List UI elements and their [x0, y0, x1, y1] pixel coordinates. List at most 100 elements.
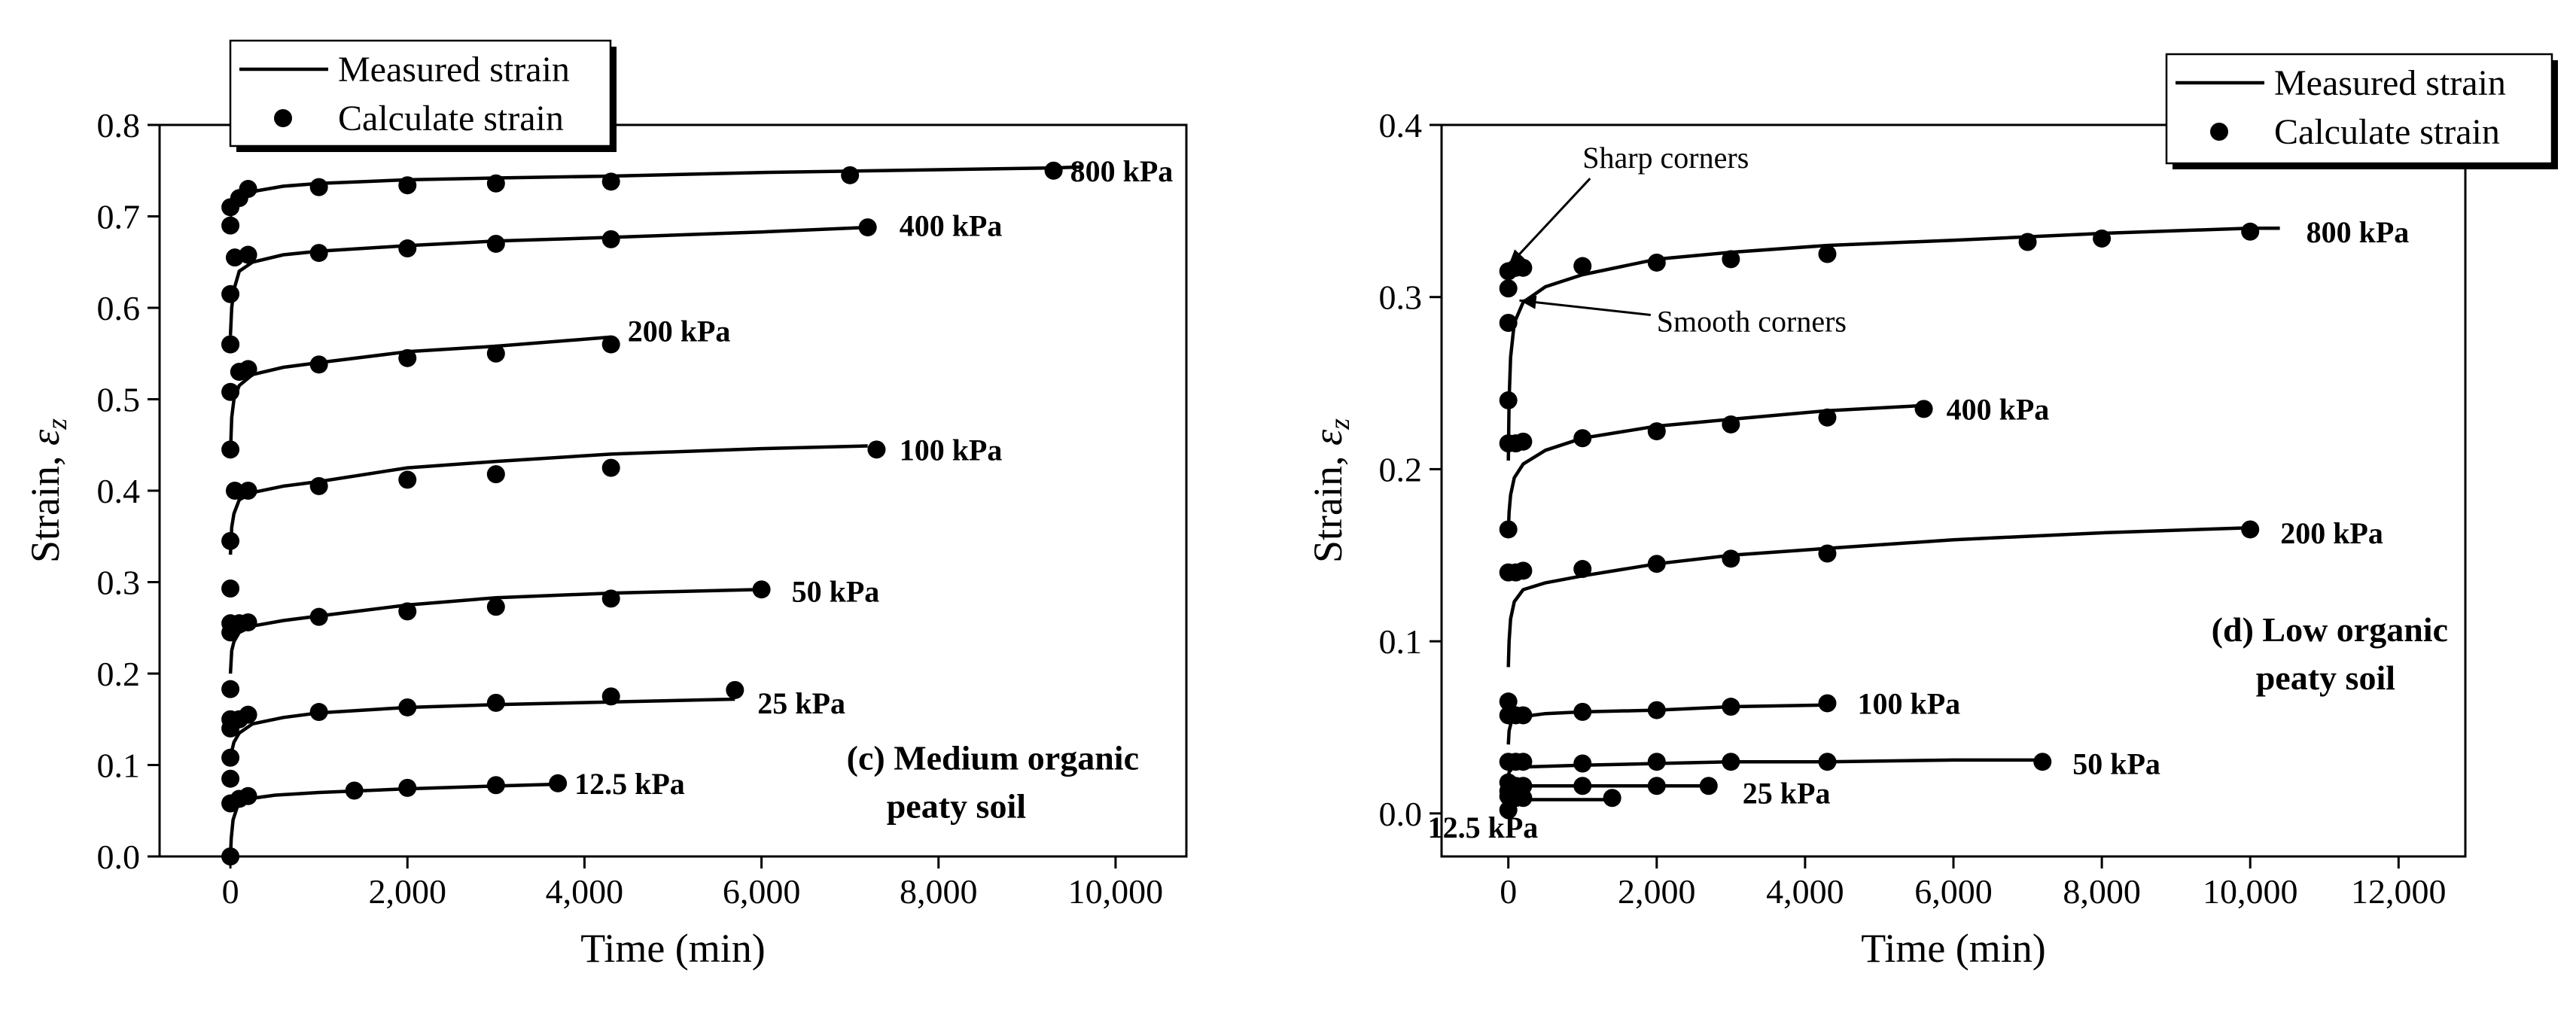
annotation: Sharp corners: [1507, 141, 1749, 267]
x-tick-label: 12,000: [2351, 872, 2447, 911]
series-label: 100 kPa: [900, 433, 1003, 467]
chart-panel-left: 0 2,000 4,000 6,000 8,000 10,000 0.0 0.1 0.2 0.3 0…: [23, 39, 1188, 971]
calculated-strain-point: [1647, 422, 1666, 441]
calculated-strain-point: [239, 613, 257, 631]
calculated-strain-point: [1647, 701, 1666, 719]
y-axis-title-subscript: z: [1324, 418, 1356, 430]
calculated-strain-point: [1044, 161, 1063, 180]
calculated-strain-point: [239, 786, 257, 805]
x-tick-label: 4,000: [1766, 872, 1844, 911]
calculated-strain-point: [2241, 222, 2260, 241]
calculated-strain-point: [1722, 549, 1740, 568]
calculated-strain-point: [867, 440, 886, 459]
y-axis-title-main: Strain,: [23, 446, 68, 563]
calculated-strain-point: [221, 216, 240, 235]
calculated-strain-point: [1499, 391, 1518, 409]
calculated-strain-point: [601, 335, 620, 354]
measured-strain-line: [228, 782, 559, 857]
calculated-strain-point: [2033, 753, 2052, 771]
calculated-strain-point: [1647, 777, 1666, 795]
calculated-strain-point: [1514, 432, 1533, 451]
calculated-strain-point: [239, 482, 257, 500]
calculated-strain-point: [221, 531, 240, 550]
y-axis-title: Strain, εz: [1305, 418, 1356, 563]
calculated-strain-point: [1647, 555, 1666, 573]
panel-title-line-2: peaty soil: [887, 787, 1026, 826]
y-tick-label: 0.0: [1379, 795, 1423, 833]
calculated-strain-point: [1514, 258, 1533, 277]
y-tick-label: 0.4: [97, 472, 141, 510]
series-label: 800 kPa: [2307, 215, 2410, 249]
measured-strain-line: [228, 587, 762, 674]
series-label: 200 kPa: [2280, 516, 2383, 550]
annotation-arrow-line: [1519, 299, 1651, 316]
calculated-strain-point: [601, 589, 620, 608]
calculated-strain-point: [309, 178, 328, 196]
x-tick-label: 0: [222, 872, 239, 911]
y-tick-label: 0.1: [1379, 622, 1423, 661]
calculated-strain-point: [601, 458, 620, 477]
series-label: 200 kPa: [628, 314, 731, 348]
calculated-strain-point: [1573, 429, 1592, 448]
calculated-strain-point: [221, 748, 240, 767]
x-tick-label: 2,000: [368, 872, 446, 911]
panel-title-line-2: peaty soil: [2256, 659, 2395, 697]
calculated-strain-point: [752, 580, 771, 599]
measured-strain-line: [228, 335, 611, 455]
annotation-arrow-head: [1519, 295, 1537, 309]
legend-label-measured: Measured strain: [338, 50, 570, 90]
calculated-strain-point: [309, 703, 328, 722]
calculated-strain-point: [1818, 245, 1837, 263]
annotation-arrow-line: [1507, 178, 1591, 267]
y-tick-label: 0.6: [97, 289, 141, 327]
calculated-strain-point: [1818, 694, 1837, 713]
calculated-strain-point: [221, 284, 240, 303]
calculated-strain-point: [601, 172, 620, 191]
calculated-strain-point: [398, 602, 417, 621]
calculated-strain-point: [239, 360, 257, 379]
calculated-strain-point: [221, 847, 240, 865]
y-tick-label: 0.4: [1379, 106, 1423, 144]
y-tick-label: 0.3: [1379, 278, 1423, 317]
annotation-arrow-head: [1508, 249, 1525, 266]
y-tick-label: 0.1: [97, 747, 141, 785]
y-tick-label: 0.0: [97, 838, 141, 876]
calculated-strain-point: [601, 230, 620, 248]
calculated-strain-point: [1499, 520, 1518, 539]
calculated-strain-point: [1514, 561, 1533, 580]
calculated-strain-point: [2093, 229, 2112, 248]
y-tick-label: 0.5: [97, 381, 141, 419]
calculated-strain-point: [345, 781, 364, 800]
calculated-strain-point: [486, 465, 505, 484]
calculated-strain-point: [1914, 400, 1933, 418]
calculated-strain-point: [1722, 415, 1740, 433]
series-label: 12.5 kPa: [574, 767, 685, 801]
x-tick-label: 4,000: [546, 872, 624, 911]
calculated-strain-point: [398, 176, 417, 195]
y-axis-title-main: Strain,: [1305, 446, 1350, 563]
x-tick-label: 0: [1500, 872, 1517, 911]
series-50-kpa: 50 kPa: [1499, 747, 2160, 780]
calculated-strain-point: [1573, 257, 1592, 275]
y-axis-title-subscript: z: [41, 418, 73, 430]
calculated-strain-point: [2018, 233, 2037, 251]
x-tick-label: 6,000: [1914, 872, 1993, 911]
calculated-strain-point: [1499, 314, 1518, 333]
series-200-kpa: 200 kPa: [1499, 516, 2383, 668]
calculated-strain-point: [1603, 789, 1621, 808]
x-tick-label: 2,000: [1618, 872, 1696, 911]
measured-strain-line: [1506, 403, 1924, 534]
calculated-strain-point: [398, 470, 417, 489]
panel-title-line-1: (c) Medium organic: [847, 739, 1139, 777]
legend-marker-swatch: [2210, 123, 2228, 141]
calculated-strain-point: [309, 607, 328, 626]
series-400-kpa: 400 kPa: [221, 209, 1002, 354]
calculated-strain-point: [398, 698, 417, 716]
calculated-strain-point: [549, 774, 568, 792]
calculated-strain-point: [1722, 698, 1740, 716]
calculated-strain-point: [239, 245, 257, 264]
calculated-strain-point: [1818, 544, 1837, 563]
calculated-strain-point: [486, 776, 505, 795]
legend-label-calculated: Calculate strain: [338, 99, 564, 138]
annotation-text: Sharp corners: [1582, 141, 1749, 175]
